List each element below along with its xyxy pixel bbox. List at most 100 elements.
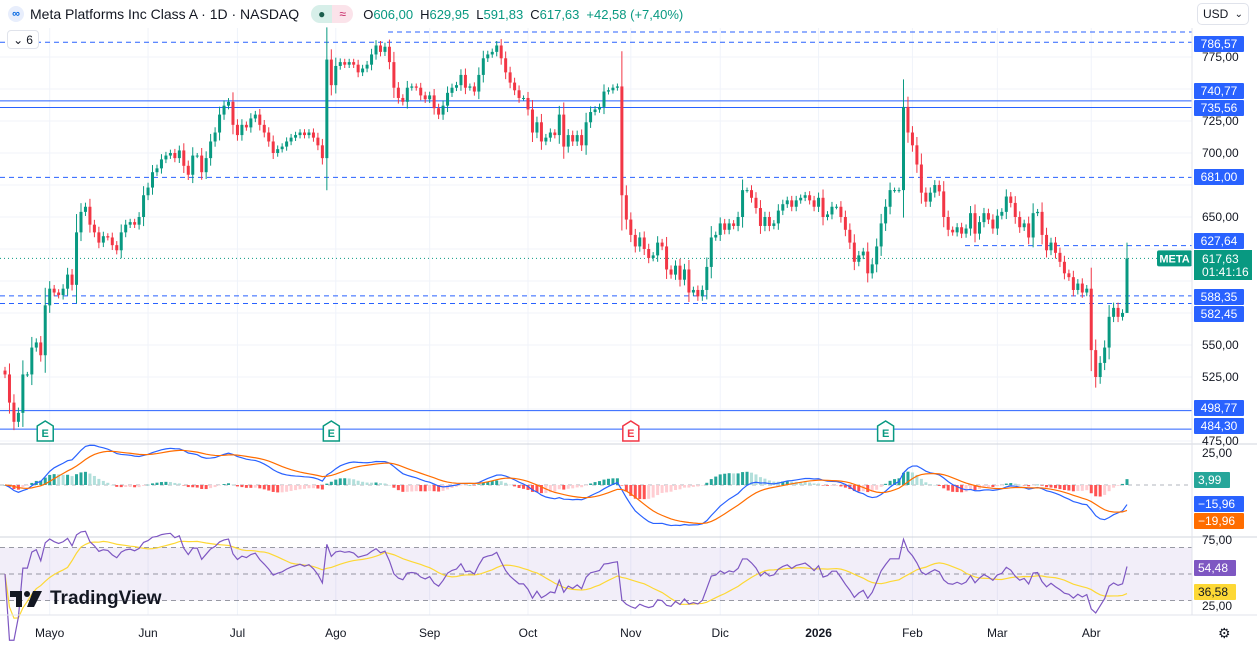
candle xyxy=(517,85,521,103)
delayed-data-icon[interactable]: ≈ xyxy=(332,5,354,23)
candle xyxy=(52,284,56,297)
macd-histogram-bar xyxy=(450,485,454,488)
candle xyxy=(767,211,771,232)
candle xyxy=(1116,302,1120,323)
symbol-title[interactable]: Meta Platforms Inc Class A · 1D · NASDAQ xyxy=(30,6,300,22)
candle-body xyxy=(414,86,418,88)
macd-histogram-bar xyxy=(969,485,973,491)
candle-body xyxy=(991,219,995,229)
candle-body xyxy=(450,87,454,93)
macd-histogram-bar xyxy=(1045,485,1049,488)
candle xyxy=(830,201,834,220)
candle xyxy=(960,222,964,239)
candle xyxy=(821,189,825,226)
macd-histogram-bar xyxy=(803,481,807,485)
price-tick-label: 475,00 xyxy=(1202,434,1239,448)
candle-body xyxy=(481,58,485,75)
candle xyxy=(620,51,624,231)
tradingview-logo[interactable]: TradingView xyxy=(10,588,162,610)
macd-histogram-bar xyxy=(1116,485,1120,486)
candle-body xyxy=(530,109,534,133)
candle-body xyxy=(969,213,973,229)
candle xyxy=(888,182,892,215)
macd-histogram-bar xyxy=(213,485,217,488)
candle xyxy=(1071,270,1075,297)
candle-body xyxy=(432,95,436,109)
macd-histogram-bar xyxy=(334,479,338,485)
market-open-icon[interactable]: ● xyxy=(311,5,333,23)
indicator-legend-toggle[interactable]: ⌄ 6 xyxy=(7,30,39,49)
candle-body xyxy=(691,289,695,293)
open-label: O xyxy=(363,6,374,22)
candle xyxy=(928,187,932,207)
candle-body xyxy=(325,59,329,159)
candle xyxy=(294,131,298,141)
macd-histogram-bar xyxy=(1009,483,1013,485)
candle xyxy=(977,216,981,240)
candle-body xyxy=(79,211,83,233)
candle-body xyxy=(615,86,619,88)
candle xyxy=(43,287,47,373)
candle-body xyxy=(763,217,767,226)
macd-histogram-bar xyxy=(513,485,517,487)
candle-body xyxy=(338,62,342,66)
candle xyxy=(432,89,436,115)
candle xyxy=(1009,192,1013,208)
macd-histogram-bar xyxy=(365,482,369,485)
gear-icon[interactable]: ⚙ xyxy=(1218,625,1231,641)
status-pill[interactable]: ● ≈ xyxy=(311,5,354,23)
candle xyxy=(1004,189,1008,220)
candle xyxy=(709,226,713,279)
candle-body xyxy=(16,412,20,422)
macd-histogram-bar xyxy=(834,485,838,486)
candle-body xyxy=(848,229,852,243)
candle xyxy=(477,67,481,100)
candle-body xyxy=(1121,312,1125,317)
candle xyxy=(1085,284,1089,297)
candle xyxy=(227,98,231,110)
candle xyxy=(459,69,463,91)
macd-histogram-bar xyxy=(79,472,83,485)
candle-body xyxy=(142,195,146,217)
currency-select[interactable]: USD ⌄ xyxy=(1197,3,1249,25)
candle-body xyxy=(289,137,293,142)
chevron-down-icon: ⌄ xyxy=(13,32,24,47)
candle-body xyxy=(687,269,691,293)
macd-histogram-bar xyxy=(401,485,405,492)
candle-body xyxy=(133,222,137,225)
candle-body xyxy=(137,217,141,225)
macd-histogram-bar xyxy=(25,485,29,486)
symbol-header: ∞ Meta Platforms Inc Class A · 1D · NASD… xyxy=(8,5,683,23)
macd-histogram-bar xyxy=(468,484,472,486)
candle-body xyxy=(884,206,888,224)
macd-histogram-bar xyxy=(383,483,387,485)
ohlc-values: O606,00 H629,95 L591,83 C617,63 +42,58 (… xyxy=(363,7,683,22)
macd-histogram-bar xyxy=(52,474,56,485)
macd-histogram-bar xyxy=(508,484,512,486)
price-tick-label: 700,00 xyxy=(1202,146,1239,160)
macd-axis-label: 25,00 xyxy=(1202,446,1232,460)
candle-body xyxy=(401,97,405,102)
candle xyxy=(803,191,807,202)
candle xyxy=(34,338,38,352)
level-price-label: 735,56 xyxy=(1194,100,1244,116)
candle xyxy=(164,151,168,164)
candle-body xyxy=(808,195,812,201)
candle-body xyxy=(437,108,441,115)
macd-histogram-bar xyxy=(302,485,306,489)
macd-hist-value-text: 3,99 xyxy=(1198,473,1222,487)
macd-histogram-bar xyxy=(763,478,767,485)
candle-body xyxy=(660,242,664,247)
candle xyxy=(548,128,552,142)
candle xyxy=(343,58,347,69)
candle xyxy=(240,119,244,141)
candle-body xyxy=(66,274,70,289)
candle-body xyxy=(1036,211,1040,214)
macd-histogram-bar xyxy=(1098,485,1102,497)
macd-histogram-bar xyxy=(454,485,458,487)
macd-histogram-bar xyxy=(826,485,830,486)
candle xyxy=(311,128,315,142)
macd-histogram-bar xyxy=(1121,483,1125,485)
candle xyxy=(119,224,123,259)
